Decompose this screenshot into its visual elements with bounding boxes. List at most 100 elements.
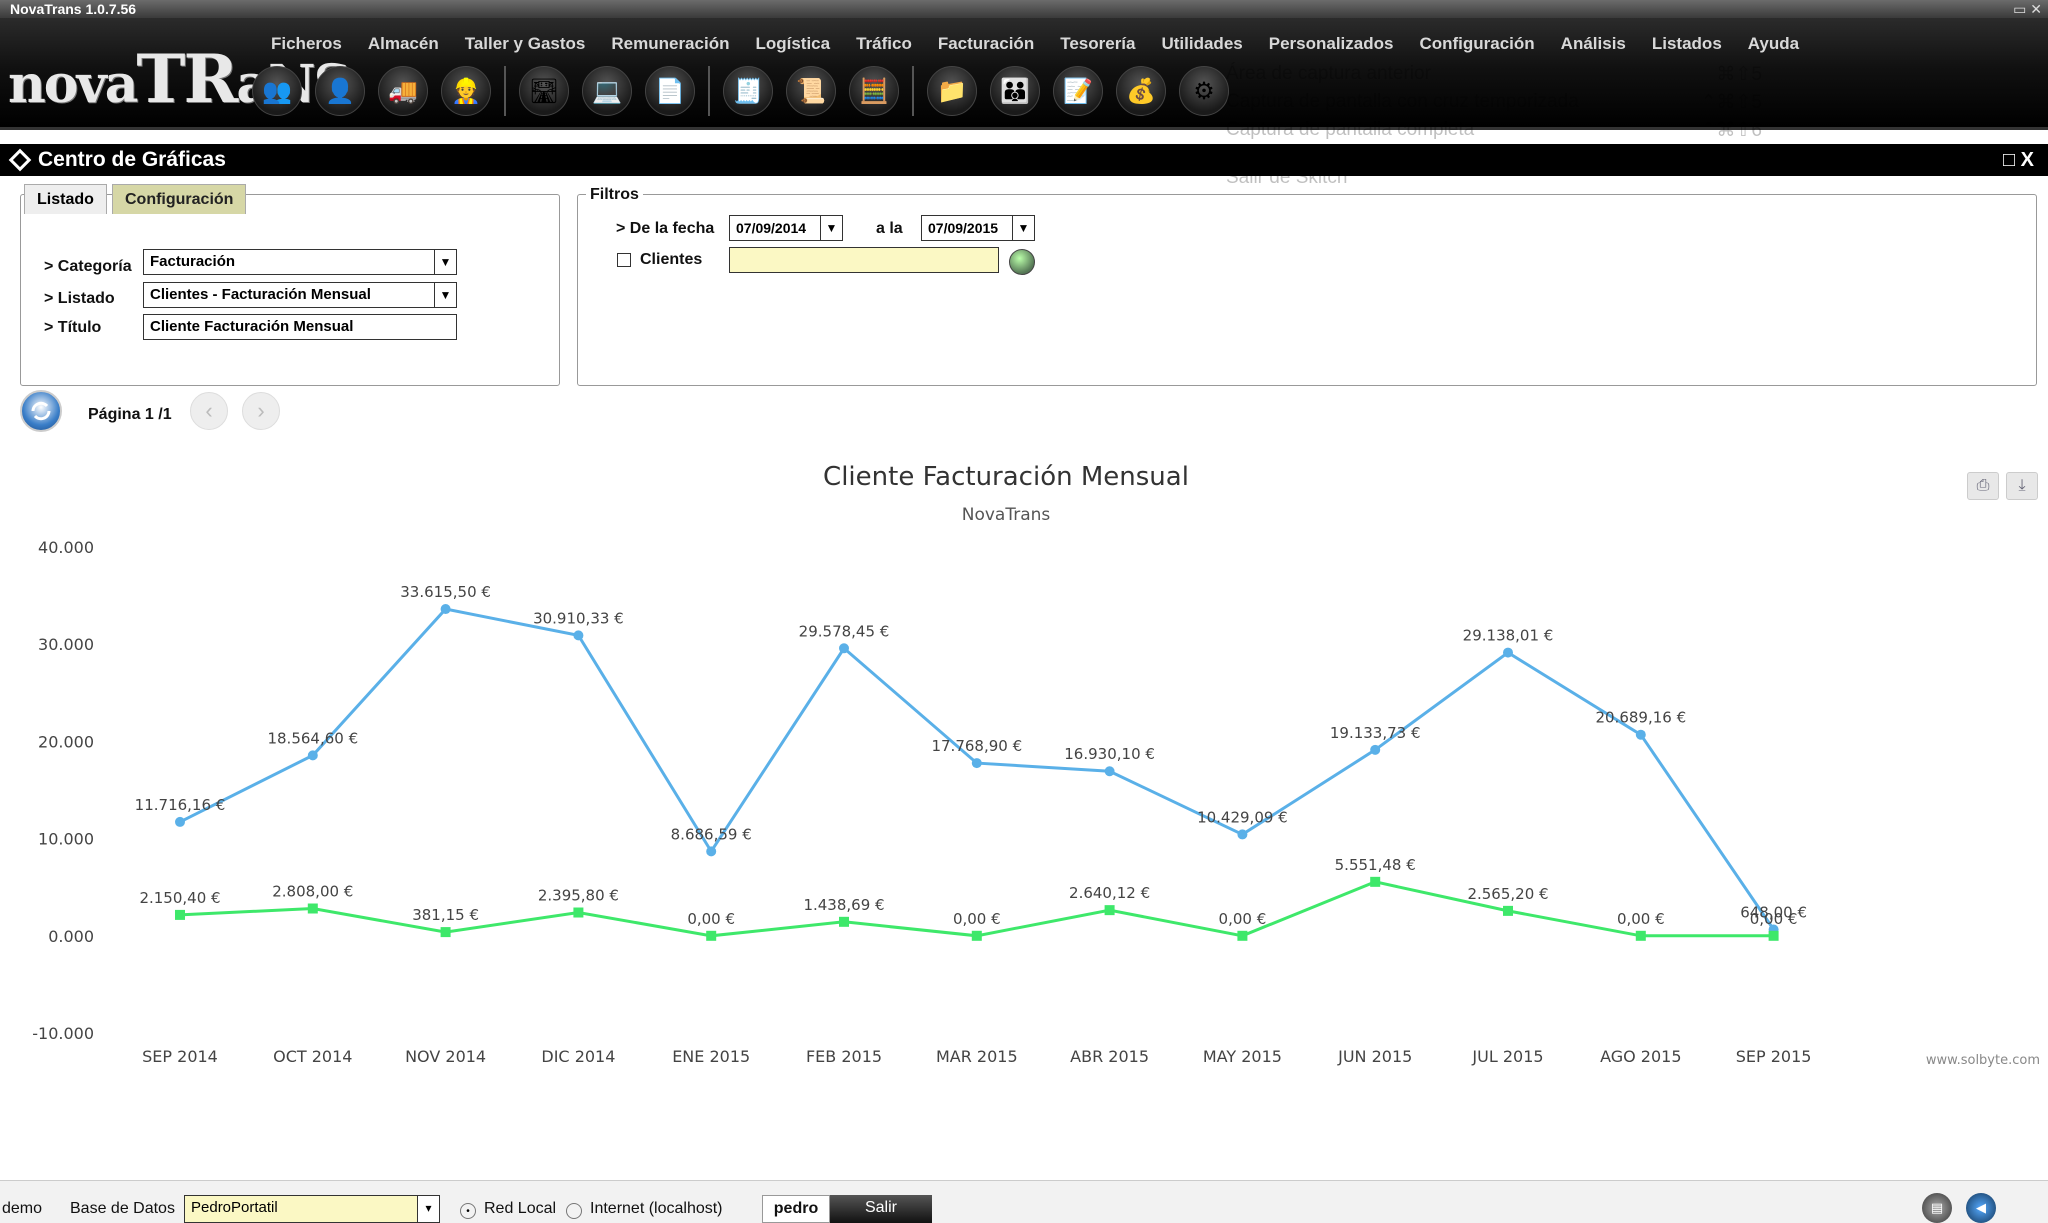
categoria-value: Facturación	[150, 253, 236, 270]
data-point	[971, 758, 982, 769]
menu-listados[interactable]: Listados	[1651, 34, 1722, 53]
categoria-select[interactable]: Facturación ▼	[143, 249, 457, 275]
menu-almacén[interactable]: Almacén	[367, 34, 439, 53]
truck-icon[interactable]: 🚚	[378, 66, 428, 116]
laptop-icon[interactable]: 💻	[582, 66, 632, 116]
internet-radio[interactable]	[566, 1203, 582, 1219]
x-tick-label: JUN 2015	[1337, 1047, 1412, 1066]
desde-date[interactable]: 07/09/2014 ▼	[729, 215, 843, 241]
group-icon[interactable]: 👪	[990, 66, 1040, 116]
prev-page-button[interactable]: ‹	[190, 392, 228, 430]
clientes-checkbox[interactable]	[617, 253, 631, 267]
menu-remuneración[interactable]: Remuneración	[611, 34, 730, 53]
data-point	[1237, 829, 1248, 840]
data-point	[706, 846, 717, 857]
window-controls[interactable]: ▭ ✕	[2013, 1, 2042, 17]
tab-listado[interactable]: Listado	[24, 184, 107, 214]
filtros-legend: Filtros	[586, 186, 643, 204]
line-chart: Cliente Facturación Mensual NovaTrans 40.0…	[32, 462, 2040, 1068]
user-icon[interactable]: 👤	[315, 66, 365, 116]
data-label: 17.768,90 €	[931, 737, 1022, 755]
titulo-input[interactable]: Cliente Facturación Mensual	[143, 314, 457, 340]
listado-value: Clientes - Facturación Mensual	[150, 286, 371, 303]
data-point	[440, 604, 451, 615]
data-label: 19.133,73 €	[1330, 724, 1421, 742]
next-page-button[interactable]: ›	[242, 392, 280, 430]
ghost-menu-item: Área de captura anterior ⌘⇧5	[1226, 63, 1762, 91]
data-label: 33.615,50 €	[400, 583, 491, 601]
top-toolbar: novaTRaNS Ficheros Almacén Taller y Gastos…	[0, 18, 2048, 188]
chevron-down-icon[interactable]: ▾	[417, 1196, 439, 1222]
menu-utilidades[interactable]: Utilidades	[1161, 34, 1243, 53]
data-label: 8.686,59 €	[671, 825, 752, 843]
data-point	[1104, 766, 1115, 777]
ghost-overlay-menu: Área de captura anterior ⌘⇧5 Captura de pa…	[1226, 63, 1762, 263]
download-icon[interactable]: ⤓	[2006, 472, 2038, 500]
menu-taller-y-gastos[interactable]: Taller y Gastos	[464, 34, 586, 53]
data-point	[1635, 930, 1646, 941]
driver-icon[interactable]: 👷	[441, 66, 491, 116]
clients-icon[interactable]: 👥	[252, 66, 302, 116]
data-label: 1.438,69 €	[803, 896, 884, 914]
data-point	[1635, 729, 1646, 740]
data-label: 18.564,60 €	[267, 729, 358, 747]
data-point	[1104, 905, 1115, 916]
data-point	[1370, 876, 1381, 887]
menu-logística[interactable]: Logística	[755, 34, 831, 53]
data-point	[573, 630, 584, 641]
notes-icon[interactable]: 📝	[1053, 66, 1103, 116]
chat-icon[interactable]: ▤	[1922, 1193, 1952, 1223]
invoice-icon[interactable]: 🧾	[723, 66, 773, 116]
menu-configuración[interactable]: Configuración	[1419, 34, 1535, 53]
x-tick-label: MAR 2015	[936, 1047, 1018, 1066]
data-label: 381,15 €	[412, 906, 479, 924]
listado-select[interactable]: Clientes - Facturación Mensual ▼	[143, 282, 457, 308]
user-name: pedro	[762, 1195, 830, 1223]
menu-análisis[interactable]: Análisis	[1560, 34, 1626, 53]
menu-tráfico[interactable]: Tráfico	[856, 34, 912, 53]
menu-ayuda[interactable]: Ayuda	[1747, 34, 1800, 53]
folder-icon[interactable]: 📁	[927, 66, 977, 116]
chart-credit: www.solbyte.com	[1926, 1053, 2040, 1068]
salir-button[interactable]: Salir	[830, 1195, 932, 1223]
red-local-radio[interactable]: •	[460, 1203, 476, 1219]
panel-controls[interactable]: □ X	[2003, 149, 2034, 171]
y-tick-label: 10.000	[38, 830, 94, 849]
user-mode: demo	[2, 1200, 43, 1217]
hasta-date[interactable]: 07/09/2015 ▼	[921, 215, 1035, 241]
chevron-down-icon[interactable]: ▼	[434, 283, 456, 307]
data-point	[307, 903, 318, 914]
data-point	[1370, 744, 1381, 755]
certificate-icon[interactable]: 📜	[786, 66, 836, 116]
data-point	[839, 643, 849, 654]
db-select[interactable]: PedroPortatil ▾	[184, 1195, 440, 1223]
client-search-icon[interactable]	[1009, 249, 1035, 275]
money-icon[interactable]: 💰	[1116, 66, 1166, 116]
menu-personalizados[interactable]: Personalizados	[1268, 34, 1394, 53]
calculator-icon[interactable]: 🧮	[849, 66, 899, 116]
ghost-menu-item: Captura de pantalla con cruz temporizada…	[1226, 91, 1762, 119]
data-label: 0,00 €	[687, 910, 735, 928]
page-indicator: Página 1 /1	[88, 406, 172, 423]
tab-configuracion[interactable]: Configuración	[112, 184, 247, 214]
print-icon[interactable]: ⎙	[1967, 472, 1999, 500]
menu-facturación[interactable]: Facturación	[937, 34, 1035, 53]
calendar-dropdown-icon[interactable]: ▼	[820, 216, 842, 240]
data-label: 2.640,12 €	[1069, 884, 1150, 902]
refresh-icon[interactable]	[20, 390, 62, 432]
categoria-label: > Categoría	[44, 258, 132, 275]
menu-ficheros[interactable]: Ficheros	[271, 34, 342, 53]
x-tick-label: SEP 2015	[1736, 1047, 1812, 1066]
document-icon[interactable]: 📄	[645, 66, 695, 116]
clientes-input[interactable]	[729, 247, 999, 273]
chevron-down-icon[interactable]: ▼	[434, 250, 456, 274]
ghost-menu-shortcut: ⌃⌘⇧5	[1700, 92, 1762, 113]
calendar-dropdown-icon[interactable]: ▼	[1012, 216, 1034, 240]
panel-header: Centro de Gráficas □ X	[0, 144, 2048, 176]
menu-tesorería[interactable]: Tesorería	[1060, 34, 1136, 53]
road-icon[interactable]: 🛣	[519, 66, 569, 116]
announce-icon[interactable]: ◀	[1966, 1193, 1996, 1223]
settings-icon[interactable]: ⚙	[1179, 66, 1229, 116]
y-tick-label: 20.000	[38, 732, 94, 751]
data-label: 11.716,16 €	[135, 796, 226, 814]
